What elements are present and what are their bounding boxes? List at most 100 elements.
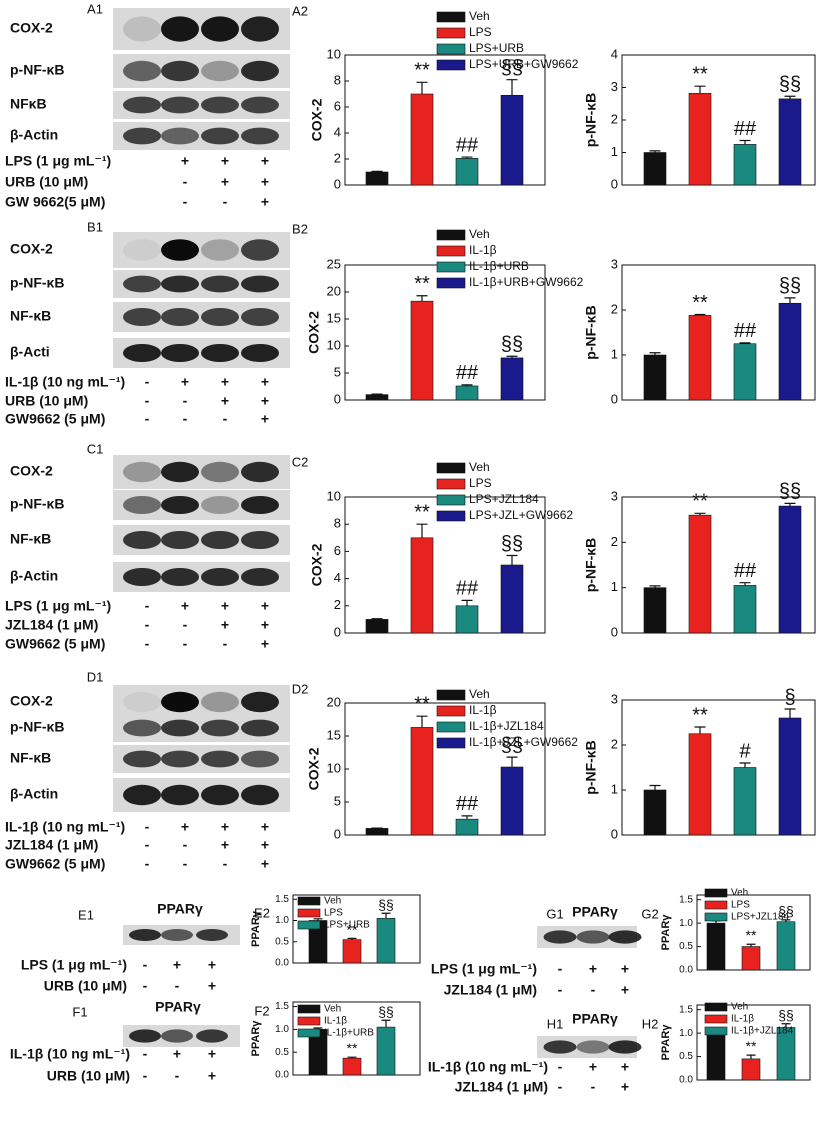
blot-band: [241, 308, 279, 326]
treatment-label: GW9662 (5 μM): [5, 856, 105, 872]
error-bar: [784, 708, 796, 718]
blot-band: [196, 929, 228, 941]
bar: [365, 394, 389, 401]
error-bar: [506, 355, 518, 358]
y-tick-label: 2: [611, 736, 618, 751]
treatment-sign: +: [221, 393, 229, 409]
blot-band: [123, 96, 161, 114]
blot-band: [123, 461, 161, 483]
blot-band: [543, 930, 577, 944]
treatment-sign: -: [183, 393, 188, 409]
blot-band: [201, 691, 239, 713]
treatment-sign: -: [145, 819, 150, 835]
y-tick-label: 0.5: [679, 1051, 693, 1062]
bar: [500, 564, 524, 634]
y-tick-label: 1.0: [275, 915, 289, 926]
panel-label: C1: [87, 441, 104, 456]
y-tick-label: 8: [334, 516, 341, 531]
legend-label: LPS+JZL+GW9662: [469, 508, 573, 522]
y-axis-label: PPARγ: [250, 1020, 262, 1057]
significance-label: **: [347, 921, 358, 937]
blot-band: [241, 750, 279, 768]
panel-label: E1: [78, 907, 94, 922]
error-bar: [746, 1054, 756, 1059]
blot-band: [241, 719, 279, 737]
treatment-label: JZL184 (1 μM): [444, 982, 537, 998]
y-tick-label: 4: [334, 124, 341, 139]
blot-band: [241, 691, 279, 713]
y-tick-label: 1.0: [275, 1024, 289, 1035]
y-tick-label: 3: [611, 488, 618, 503]
error-bar: [461, 815, 473, 820]
legend-swatch: [704, 1026, 728, 1036]
blot-band: [201, 531, 239, 549]
blot-label: COX-2: [10, 463, 53, 479]
legend-label: LPS+JZL184: [469, 492, 539, 506]
y-tick-label: 5: [334, 793, 341, 808]
panel-label: F2: [254, 1003, 269, 1018]
legend-label: LPS: [324, 908, 343, 919]
treatment-sign: +: [208, 1068, 216, 1084]
treatment-sign: +: [221, 174, 229, 190]
legend-swatch: [436, 494, 466, 506]
error-bar: [784, 502, 796, 507]
blot-label: NF-κB: [10, 531, 51, 547]
y-tick-label: 10: [327, 760, 341, 775]
bar: [643, 152, 667, 186]
error-bar: [739, 139, 751, 145]
error-bar: [347, 1056, 357, 1059]
bar: [778, 98, 802, 186]
blot-band: [123, 60, 161, 82]
treatment-sign: -: [145, 837, 150, 853]
treatment-sign: -: [183, 636, 188, 652]
y-tick-label: 0: [611, 624, 618, 639]
treatment-sign: -: [143, 1046, 148, 1062]
y-tick-label: 0.5: [679, 941, 693, 952]
significance-label: §§: [778, 1007, 794, 1023]
error-bar: [371, 170, 383, 172]
treatment-sign: +: [261, 411, 269, 427]
treatment-sign: +: [261, 393, 269, 409]
treatment-sign: -: [223, 636, 228, 652]
legend-label: Veh: [731, 888, 748, 899]
y-tick-label: 2: [611, 111, 618, 126]
blot-label: NF-κB: [10, 308, 51, 324]
significance-label: **: [347, 1040, 358, 1056]
significance-label: **: [692, 63, 708, 85]
legend-swatch: [436, 43, 466, 55]
blot-band: [241, 239, 279, 261]
y-tick-label: 1.0: [679, 1028, 693, 1039]
treatment-sign: -: [183, 411, 188, 427]
significance-label: §§: [378, 896, 394, 912]
blot-band: [241, 461, 279, 483]
legend-swatch: [436, 229, 466, 241]
bar: [688, 514, 712, 634]
y-tick-label: 0.0: [679, 1075, 693, 1086]
bar: [410, 300, 434, 401]
error-bar: [416, 523, 428, 538]
blot-band: [241, 531, 279, 549]
y-tick-label: 10: [327, 46, 341, 61]
bar: [733, 343, 757, 401]
error-bar: [506, 756, 518, 768]
treatment-sign: -: [175, 978, 180, 994]
error-bar: [649, 352, 661, 355]
bar: [376, 1026, 396, 1076]
treatment-label: LPS (1 μg mL⁻¹): [21, 957, 127, 973]
legend-label: Veh: [324, 1004, 341, 1015]
blot-band: [201, 750, 239, 768]
error-bar: [694, 512, 706, 516]
y-tick-label: 0: [334, 176, 341, 191]
treatment-label: LPS (1 μg mL⁻¹): [5, 153, 111, 169]
legend-swatch: [297, 1028, 321, 1038]
bar: [643, 354, 667, 401]
treatment-sign: -: [558, 1059, 563, 1075]
legend-swatch: [704, 888, 728, 898]
blot-label: p-NF-κB: [10, 275, 64, 291]
treatment-sign: -: [145, 374, 150, 390]
y-tick-label: 4: [611, 46, 618, 61]
bar: [733, 767, 757, 836]
y-tick-label: 0.5: [275, 1047, 289, 1058]
blot-band: [241, 127, 279, 145]
treatment-label: IL-1β (10 ng mL⁻¹): [5, 374, 125, 390]
